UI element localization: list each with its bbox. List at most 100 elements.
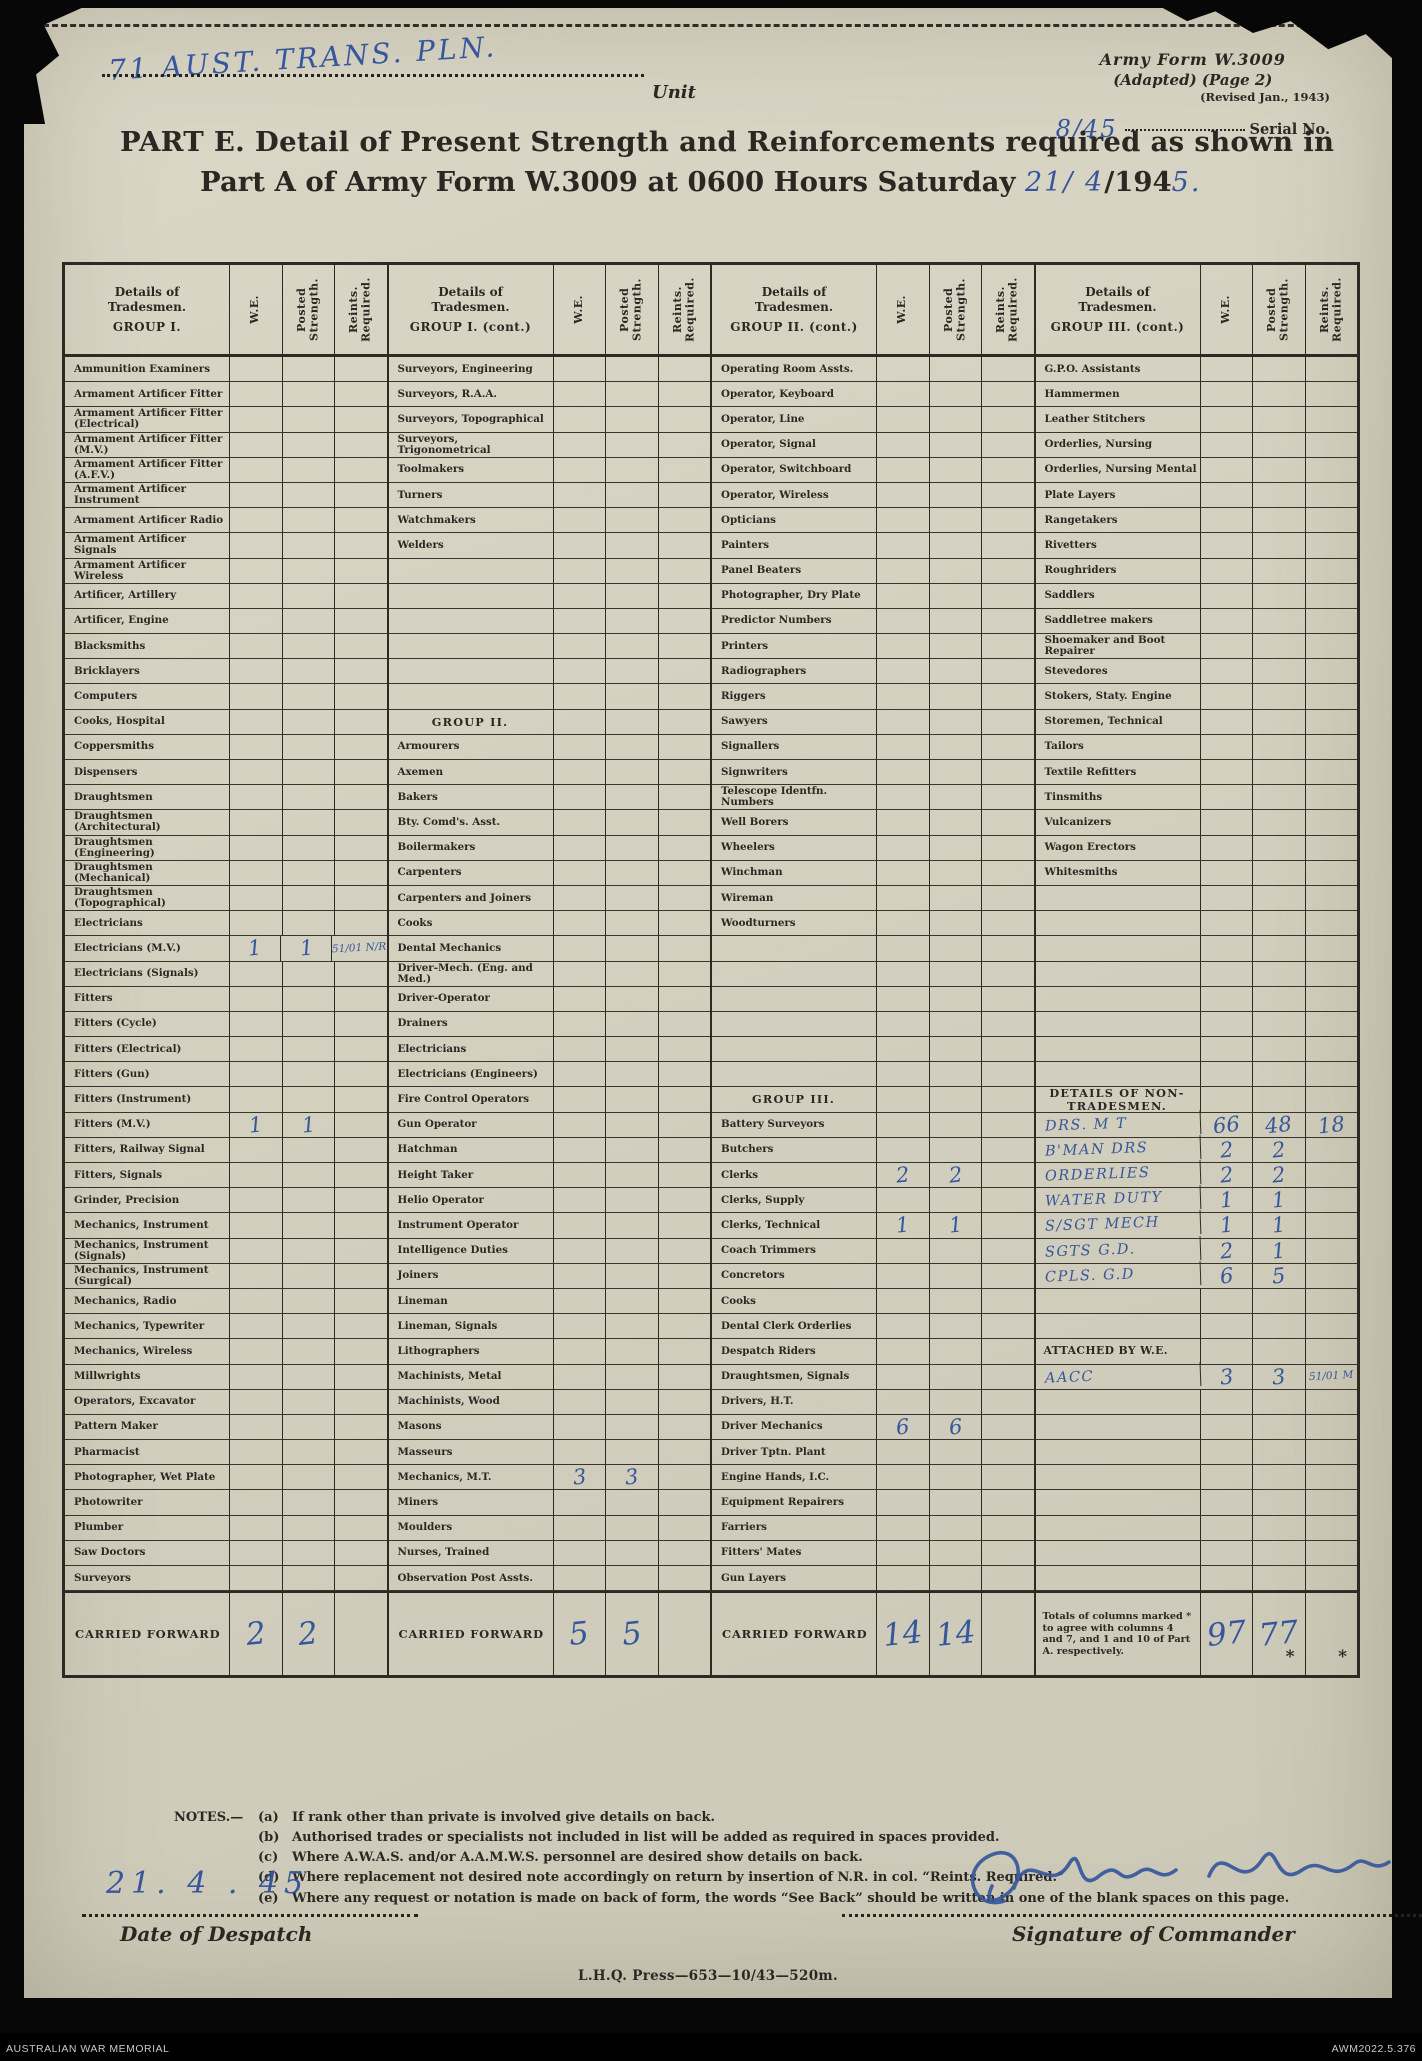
column-header-row: Details of Tradesmen. GROUP I. (cont.) W.E.…	[388, 265, 710, 357]
reints-required-cell	[982, 1390, 1034, 1414]
trade-row: Wheelers	[712, 835, 1034, 861]
posted-strength-cell	[606, 785, 659, 810]
posted-strength-cell: 2	[930, 1162, 982, 1188]
handwritten-value: 6	[947, 1414, 964, 1440]
posted-strength-cell	[930, 1011, 982, 1037]
we-cell	[1201, 1389, 1253, 1414]
handwritten-value: 1	[1218, 1212, 1235, 1239]
we-cell	[554, 357, 606, 382]
reints-required-cell	[1306, 1516, 1358, 1540]
archive-institution-caption: AUSTRALIAN WAR MEMORIAL	[6, 2043, 170, 2055]
posted-strength-cell: 1	[281, 936, 333, 961]
we-cell	[877, 634, 930, 659]
reints-required-cell	[659, 1138, 711, 1162]
we-cell	[1201, 1414, 1253, 1440]
reints-required-cell	[659, 1188, 711, 1212]
reints-required-cell	[982, 861, 1034, 885]
we-cell	[877, 1137, 930, 1162]
reints-required-cell	[335, 1566, 387, 1590]
trade-label: Fitters (Instrument)	[65, 1087, 230, 1112]
we-cell	[877, 1314, 930, 1339]
trade-label: Radiographers	[712, 659, 877, 684]
trade-row: Textile Refitters	[1035, 760, 1357, 786]
torn-corner-top-left	[22, 6, 86, 124]
trade-label: Driver-Mech. (Eng. and Med.)	[389, 961, 554, 986]
reints-required-cell	[659, 1390, 711, 1414]
trade-row: Watchmakers	[388, 508, 710, 534]
posted-strength-cell: 1	[1253, 1238, 1306, 1263]
trade-row: Fitters, Signals	[65, 1163, 387, 1189]
blank-row	[1035, 1062, 1357, 1088]
reints-required-cell: 51/01 N/R	[332, 936, 387, 960]
we-cell	[230, 1087, 283, 1112]
reints-required-cell	[1306, 810, 1358, 834]
trade-label: Despatch Riders	[712, 1339, 877, 1364]
we-cell	[230, 760, 283, 785]
trade-label: Fitters (M.V.)	[65, 1112, 230, 1137]
posted-strength-cell	[1253, 709, 1306, 734]
reints-required-cell	[659, 785, 711, 809]
section-header-row: GROUP II.	[388, 709, 710, 735]
we-cell	[1201, 432, 1253, 457]
handwritten-total: 14	[933, 1614, 977, 1655]
we-cell	[230, 1011, 283, 1037]
posted-strength-cell	[283, 1288, 335, 1314]
reints-required-cell	[659, 1289, 711, 1313]
posted-strength-cell	[283, 709, 335, 734]
trade-label: Dispensers	[65, 760, 230, 785]
blank-row	[1035, 1037, 1357, 1063]
we-cell	[554, 684, 606, 709]
note-item: (d) Where replacement not desired note ac…	[258, 1868, 1354, 1888]
form-id-revision: (Revised Jan., 1943)	[1200, 90, 1330, 105]
trade-row: Toolmakers	[388, 457, 710, 483]
trade-label: Operator, Switchboard	[712, 457, 877, 482]
posted-strength-cell	[606, 734, 659, 759]
reints-required-cell	[659, 659, 711, 683]
trade-row: Riggers	[712, 684, 1034, 710]
archive-caption-band: AUSTRALIAN WAR MEMORIAL AWM2022.5.376	[0, 2033, 1422, 2061]
we-cell	[554, 1314, 606, 1339]
trade-row: Masseurs	[388, 1440, 710, 1466]
reints-required-cell	[335, 1541, 387, 1565]
trade-label: Height Taker	[389, 1163, 554, 1188]
we-cell	[554, 885, 606, 911]
we-cell	[877, 734, 930, 759]
trade-row: Carpenters	[388, 860, 710, 886]
trade-label: Bakers	[389, 785, 554, 810]
blank-row	[712, 1011, 1034, 1038]
we-cell	[230, 508, 283, 533]
posted-strength-cell	[283, 608, 335, 634]
posted-strength-cell	[283, 1515, 335, 1540]
trade-label: Surveyors, Topographical	[389, 407, 554, 432]
posted-strength-cell	[1253, 911, 1306, 936]
posted-strength-cell	[606, 1213, 659, 1238]
date-of-despatch-handwritten: 21. 4 . 45	[106, 1866, 310, 1901]
we-cell	[554, 382, 606, 407]
posted-strength-cell	[283, 508, 335, 533]
column-header-posted-strength: Posted Strength.	[283, 265, 335, 354]
trade-label	[389, 684, 554, 709]
posted-strength-cell	[606, 1087, 659, 1112]
details-of-tradesmen-header: Details of Tradesmen. GROUP II. (cont.)	[712, 265, 877, 354]
posted-strength-cell	[930, 1288, 982, 1314]
trade-row: Armament Artificer Fitter (Electrical)	[65, 407, 387, 433]
reints-required-cell	[659, 357, 711, 381]
trade-row: Tinsmiths	[1035, 785, 1357, 811]
trade-label: Boilermakers	[389, 835, 554, 860]
we-cell	[554, 835, 606, 860]
posted-strength-cell	[606, 1566, 659, 1591]
trade-label: Roughriders	[1036, 558, 1201, 583]
trade-label: Equipment Repairers	[712, 1490, 877, 1515]
reints-required-cell	[1306, 1390, 1358, 1414]
posted-strength-cell	[606, 1011, 659, 1037]
posted-strength-cell	[930, 508, 982, 533]
reints-required-cell	[659, 584, 711, 608]
reints-required-cell	[1306, 936, 1358, 960]
trade-row: Cooks, Hospital	[65, 709, 387, 735]
posted-strength-cell	[930, 709, 982, 734]
posted-strength-cell	[283, 634, 335, 659]
reints-required-cell	[659, 1163, 711, 1187]
trade-row: Surveyors	[65, 1566, 387, 1592]
we-cell	[877, 760, 930, 785]
trade-row: Joiners	[388, 1263, 710, 1289]
